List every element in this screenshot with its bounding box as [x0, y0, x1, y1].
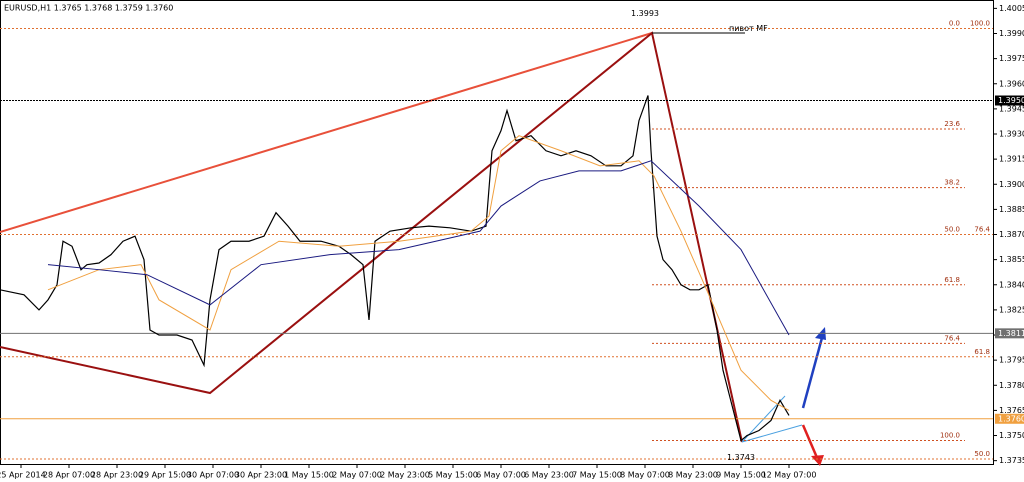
y-tick-label: 1.3915: [999, 155, 1024, 164]
y-tick-label: 1.3990: [999, 29, 1024, 38]
trend-line: [0, 31, 743, 443]
x-tick-label: 30 Apr 07:00: [187, 471, 239, 480]
y-tick-label: 1.3750: [999, 431, 1024, 440]
fib-label: 76.4: [974, 226, 990, 234]
fib-label: 61.8: [944, 276, 960, 284]
y-tick-label: 1.4005: [999, 4, 1024, 13]
arrow-head: [811, 455, 824, 466]
y-tick-label: 1.3735: [999, 456, 1024, 465]
series-line: [47, 135, 790, 411]
fib-label: 23.6: [944, 120, 960, 128]
price-label-box: [995, 95, 1024, 106]
y-tick-label: 1.3885: [999, 205, 1024, 214]
series-line: [0, 95, 790, 442]
x-tick-label: 2 May 23:00: [380, 471, 430, 480]
x-tick-label: 12 May 07:00: [762, 471, 817, 480]
annotation: пивот MF: [729, 24, 768, 33]
fib-label: 50.0: [974, 450, 990, 458]
x-tick-label: 25 Apr 2014: [0, 471, 46, 480]
y-tick-label: 1.3855: [999, 255, 1024, 264]
y-tick-label: 1.3945: [999, 104, 1024, 113]
x-tick-label: 1 May 15:00: [284, 471, 334, 480]
x-tick-label: 29 Apr 15:00: [139, 471, 191, 480]
price-label: 1.3811: [998, 329, 1024, 338]
x-tick-label: 6 May 07:00: [476, 471, 526, 480]
fib-label: 50.0: [944, 226, 960, 234]
series-line: [47, 160, 790, 336]
trend-line: [0, 32, 653, 233]
x-tick-label: 8 May 23:00: [668, 471, 718, 480]
y-tick-label: 1.3780: [999, 381, 1024, 390]
price-label: 1.3760: [998, 414, 1024, 423]
fib-label: 100.0: [940, 432, 960, 440]
fib-label: 38.2: [944, 179, 960, 187]
x-tick-label: 5 May 15:00: [428, 471, 478, 480]
price-label-box: [995, 328, 1024, 339]
annotation: 1.3993: [631, 9, 659, 18]
fib-label: 61.8: [974, 348, 990, 356]
y-tick-label: 1.3795: [999, 356, 1024, 365]
channel-line: [741, 424, 803, 443]
fib-label: 100.0: [970, 19, 990, 27]
arrow: [801, 424, 820, 461]
y-tick-label: 1.3975: [999, 54, 1024, 63]
y-tick-label: 1.3840: [999, 280, 1024, 289]
plot-frame: [0, 0, 994, 465]
arrow: [801, 333, 825, 409]
price-label: 1.3950: [998, 96, 1024, 105]
y-tick-label: 1.3765: [999, 406, 1024, 415]
y-tick-label: 1.3825: [999, 305, 1024, 314]
x-tick-label: 28 Apr 23:00: [91, 471, 143, 480]
y-tick-label: 1.3960: [999, 79, 1024, 88]
chart-title: EURUSD,H1 1.3765 1.3768 1.3759 1.3760: [4, 4, 173, 13]
fib-label: 0.0: [949, 19, 960, 27]
x-tick-label: 28 Apr 07:00: [43, 471, 95, 480]
y-tick-label: 1.3930: [999, 130, 1024, 139]
x-tick-label: 30 Apr 23:00: [235, 471, 287, 480]
x-tick-label: 9 May 15:00: [716, 471, 766, 480]
x-tick-label: 6 May 23:00: [524, 471, 574, 480]
fib-label: 76.4: [944, 334, 960, 342]
x-tick-label: 7 May 15:00: [572, 471, 622, 480]
x-tick-label: 8 May 07:00: [620, 471, 670, 480]
y-tick-label: 1.3870: [999, 230, 1024, 239]
x-tick-label: 2 May 07:00: [332, 471, 382, 480]
annotation: 1.3743: [727, 453, 755, 462]
y-tick-label: 1.3900: [999, 180, 1024, 189]
price-label-box: [995, 413, 1024, 424]
